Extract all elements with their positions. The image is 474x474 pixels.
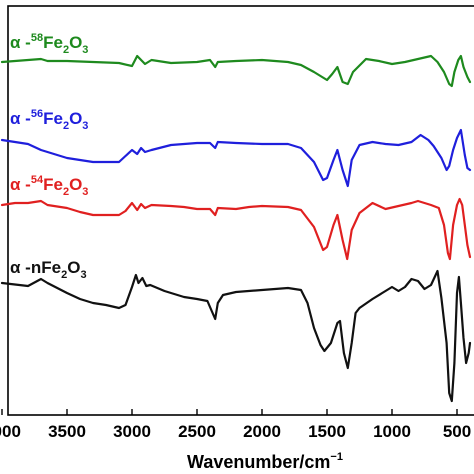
x-tick-label: 1500 [308,422,346,441]
x-tick-label: 4000 [0,422,21,441]
x-tick-label: 1000 [373,422,411,441]
x-tick-label: 2000 [243,422,281,441]
series-line-4 [0,269,472,403]
trace-group [0,54,472,403]
plot-frame [7,5,474,416]
series-line-2 [0,128,472,188]
x-axis-ticks: 4000 3500 3000 2500 2000 1500 1000 500 [0,409,471,441]
x-tick-label: 2500 [178,422,216,441]
series-labels: α -58Fe2O3 α -56Fe2O3 α -54Fe2O3 α -nFe2O3 [10,32,88,281]
x-tick-label: 500 [443,422,471,441]
x-tick-label: 3500 [48,422,86,441]
series-line-3 [0,197,472,261]
x-tick-label: 3000 [113,422,151,441]
series-label-4: α -nFe2O3 [10,258,87,281]
series-label-3: α -54Fe2O3 [10,174,88,198]
x-axis-title: Wavenumber/cm−1 [187,451,343,472]
series-label-1: α -58Fe2O3 [10,32,88,56]
series-label-2: α -56Fe2O3 [10,108,88,132]
series-line-1 [0,54,472,88]
